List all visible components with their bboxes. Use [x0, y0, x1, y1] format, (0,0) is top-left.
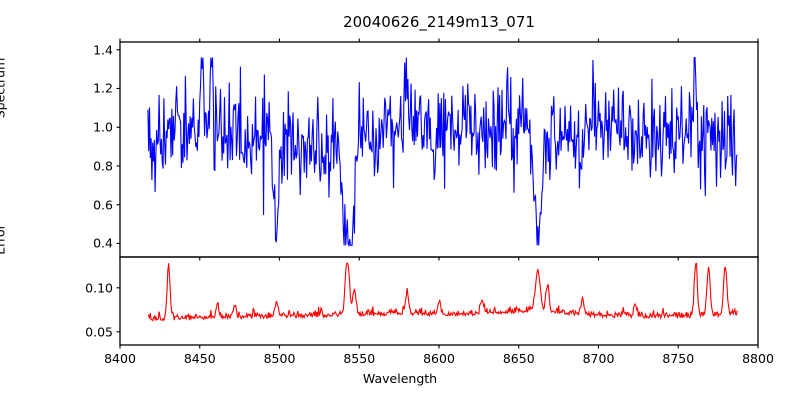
y-tick-label: 1.0: [93, 119, 113, 135]
x-axis-label: Wavelength: [362, 371, 438, 386]
y-tick-label: 0.6: [93, 197, 113, 213]
y-axis-label-spectrum: Spectrum: [0, 57, 8, 119]
x-tick-label: 8600: [423, 351, 455, 366]
y-tick-label: 0.8: [93, 158, 113, 174]
x-tick-label: 8750: [662, 351, 695, 366]
x-tick-label: 8500: [263, 351, 296, 366]
x-tick-label: 8550: [343, 351, 376, 366]
x-tick-label: 8650: [502, 351, 535, 366]
y-tick-label: 1.2: [93, 80, 113, 96]
x-tick-label: 8400: [104, 351, 136, 366]
page-title: 20040626_2149m13_071: [343, 13, 535, 31]
x-tick-label: 8700: [582, 351, 615, 366]
y-axis-label-error: Error: [0, 224, 8, 255]
x-tick-label: 8450: [183, 351, 216, 366]
y-tick-label: 0.10: [85, 280, 113, 296]
series-error: [147, 262, 738, 322]
y-tick-label: 0.05: [85, 324, 113, 340]
series-spectrum: [147, 56, 738, 248]
y-tick-label: 0.4: [93, 235, 113, 251]
y-tick-label: 1.4: [93, 42, 113, 58]
x-tick-label: 8800: [742, 351, 774, 366]
